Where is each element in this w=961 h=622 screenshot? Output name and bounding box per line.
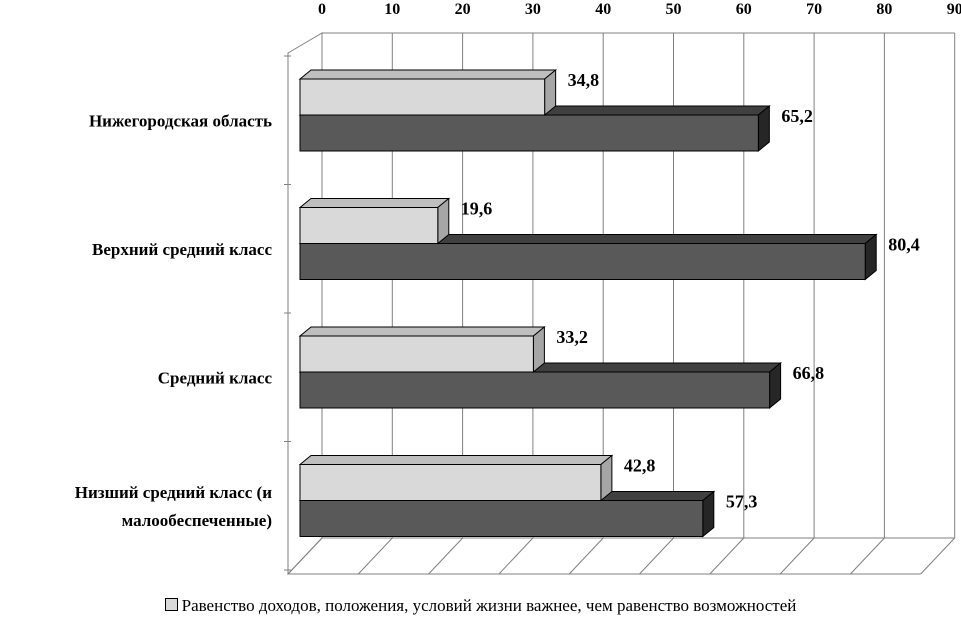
tick-label: 0	[318, 1, 326, 18]
legend-label: Равенство доходов, положения, условий жи…	[181, 596, 797, 615]
gridline-floor	[639, 537, 674, 575]
tick-label: 70	[806, 1, 822, 18]
data-label: 66,8	[793, 363, 825, 383]
data-label: 42,8	[624, 456, 656, 476]
value-labels: 65,2 34,8 80,4 19,6 66,8 33,2 57,3 42,8	[461, 70, 920, 512]
bar	[299, 464, 602, 501]
data-label: 80,4	[888, 235, 920, 255]
tick-label: 30	[525, 1, 541, 18]
category-label: Низший средний класс (и	[75, 483, 272, 502]
gridline-floor	[357, 537, 393, 575]
bars	[298, 68, 878, 538]
legend-swatch	[164, 598, 178, 611]
tick-label: 20	[455, 1, 471, 18]
bar	[299, 243, 866, 280]
bar-top-face	[298, 69, 558, 80]
gridline-floor	[920, 537, 956, 575]
bar-top-face	[298, 326, 546, 337]
tick-label: 80	[876, 1, 892, 18]
bar-top-face	[298, 198, 451, 208]
tick-label: 40	[595, 1, 611, 18]
gridline-floor	[287, 537, 323, 575]
bar	[299, 78, 546, 116]
bar	[299, 371, 771, 409]
category-label: Средний класс	[158, 368, 273, 387]
data-label: 19,6	[461, 199, 493, 219]
data-label: 57,3	[726, 492, 758, 512]
bar	[299, 207, 439, 244]
data-label: 34,8	[568, 70, 600, 90]
bar	[299, 335, 534, 373]
category-label: малообеспеченные)	[122, 511, 272, 530]
tick-label: 60	[736, 1, 752, 18]
category-labels: Нижегородская область Верхний средний кла…	[75, 111, 273, 530]
gridline-floor	[568, 537, 604, 575]
gridline-floor	[779, 537, 815, 575]
category-label: Верхний средний класс	[92, 240, 272, 259]
gridline-floor	[428, 537, 463, 575]
tick-label: 10	[384, 1, 400, 18]
gridline-floor	[850, 537, 885, 575]
gridline-floor	[498, 537, 534, 575]
data-label: 65,2	[781, 106, 813, 126]
category-label: Нижегородская область	[89, 111, 272, 130]
x-axis-ticks: 0 10 20 30 40 50 60 70 80 90	[318, 1, 961, 18]
tick-label: 50	[666, 1, 682, 18]
data-label: 33,2	[556, 327, 588, 347]
bar	[299, 500, 704, 537]
bar	[299, 114, 759, 152]
tick-label: 90	[947, 1, 961, 18]
legend: Равенство доходов, положения, условий жи…	[0, 596, 961, 616]
bar-top-face	[298, 455, 614, 465]
gridline-floor	[709, 537, 745, 575]
